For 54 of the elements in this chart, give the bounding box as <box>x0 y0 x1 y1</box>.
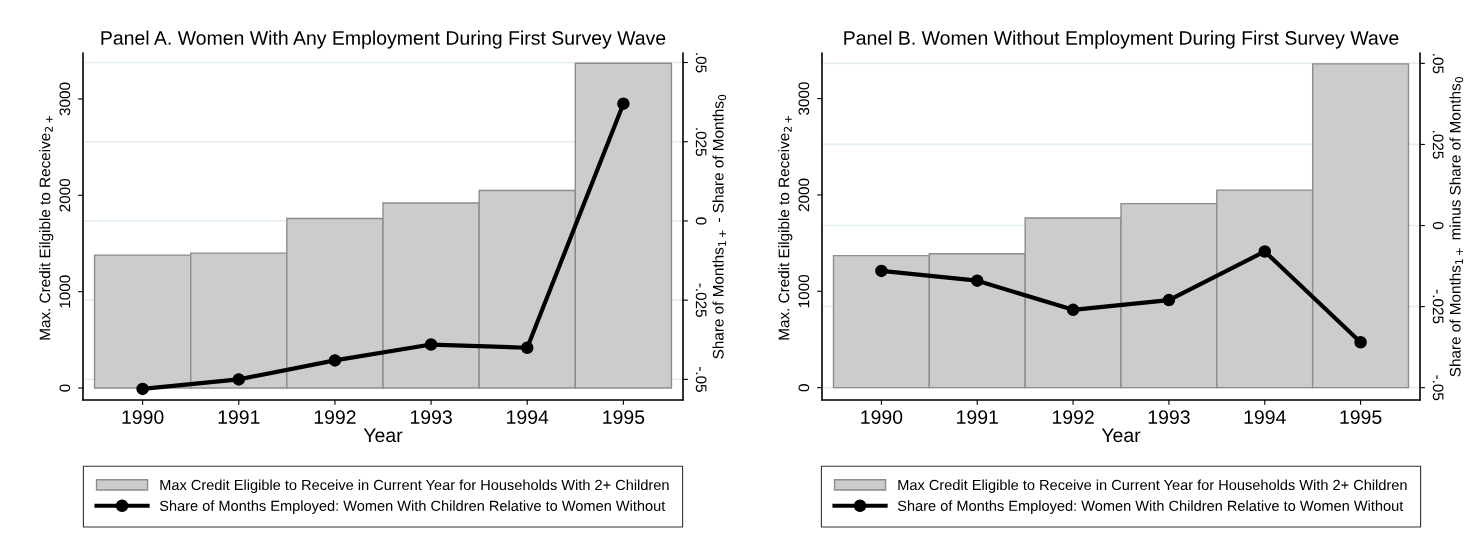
y2-tick-label: .05 <box>1432 54 1444 74</box>
y-tick-label: 1000 <box>798 274 810 308</box>
x-tick-label: 1994 <box>1244 410 1286 424</box>
point <box>1258 245 1272 258</box>
point <box>136 382 149 396</box>
legend-label: Share of Months Employed: Women With Children Relative to Women Without <box>159 500 666 514</box>
x-tick-label: 1993 <box>1148 410 1190 424</box>
y2-tick-label: .025 <box>695 128 707 156</box>
y-tick-label: 2000 <box>798 178 810 212</box>
x-tick-label: 1992 <box>1052 410 1094 424</box>
y2-tick-label: -.025 <box>695 283 707 317</box>
y2-axis-title: Share of Months$_{1+}$ - Share of Months$_{0}$ <box>712 94 727 359</box>
point <box>1066 303 1080 317</box>
x-tick-label: 1991 <box>957 410 998 424</box>
y2-tick-label: -.025 <box>1432 289 1444 324</box>
y2-tick-label: 0 <box>695 217 707 225</box>
y2-axis-title: Share of Months$_{1+}$ minus Share of Months$_{0}$ <box>1449 77 1464 377</box>
point <box>875 264 888 278</box>
point <box>970 274 984 287</box>
x-tick-label: 1992 <box>314 410 356 424</box>
chart-title: Panel A. Women With Any Employment During First Survey Wave <box>101 30 666 49</box>
y2-tick-label: .025 <box>1432 130 1444 159</box>
x-axis-title: Year <box>363 428 403 443</box>
x-tick-label: 1993 <box>410 410 452 424</box>
point <box>424 338 438 351</box>
legend-label: Max Credit Eligible to Receive in Current Year for Households With 2+ Children <box>160 479 669 493</box>
point <box>232 373 246 386</box>
y2-tick-label: 0 <box>1432 221 1444 230</box>
y2-tick-label: -.05 <box>1432 375 1444 401</box>
y-tick-label: 2000 <box>59 178 71 212</box>
y2-tick-label: -.05 <box>695 366 707 392</box>
x-tick-label: 1995 <box>603 410 645 424</box>
point <box>1162 293 1176 307</box>
legend-label: Share of Months Employed: Women With Children Relative to Women Without <box>897 500 1404 514</box>
x-tick-label: 1994 <box>507 410 549 424</box>
x-tick-label: 1991 <box>218 410 260 424</box>
x-tick-label: 1995 <box>1340 410 1382 424</box>
y-tick-label: 0 <box>798 384 810 392</box>
y-tick-label: 3000 <box>59 82 71 116</box>
legend-label: Max Credit Eligible to Receive in Current Year for Households With 2+ Children <box>898 479 1407 493</box>
y-tick-label: 0 <box>59 384 71 392</box>
y-tick-label: 1000 <box>59 275 71 308</box>
point <box>1354 336 1367 349</box>
point <box>617 97 630 110</box>
x-tick-label: 1990 <box>122 410 164 424</box>
x-axis-title: Year <box>1101 428 1141 443</box>
y-axis-title: Max. Credit Eilgible to Receive$_{2+}$ <box>39 115 54 340</box>
y-axis-title: Max. Credit Eilgible to Receive$_{2+}$ <box>778 115 793 340</box>
chart-title: Panel B. Women Without Employment During First Survey Wave <box>844 30 1399 49</box>
y2-tick-label: .05 <box>695 53 707 73</box>
y-tick-label: 3000 <box>798 82 810 115</box>
point <box>520 341 534 354</box>
x-tick-label: 1990 <box>861 410 903 424</box>
point <box>328 354 342 367</box>
